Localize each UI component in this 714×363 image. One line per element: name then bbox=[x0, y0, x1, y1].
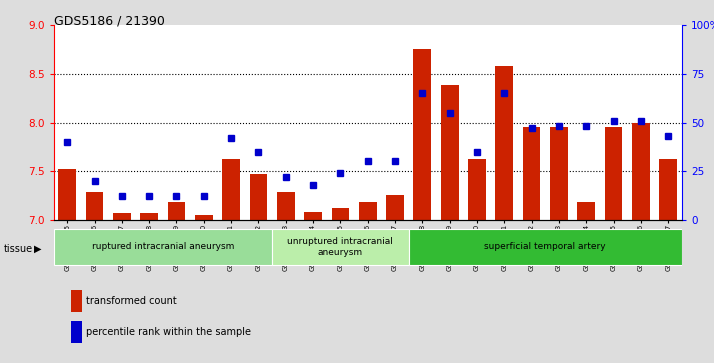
Bar bbox=[523, 127, 540, 220]
Bar bbox=[195, 215, 213, 220]
Bar bbox=[550, 127, 568, 220]
Bar bbox=[468, 159, 486, 220]
Text: unruptured intracranial
aneurysm: unruptured intracranial aneurysm bbox=[288, 237, 393, 257]
Bar bbox=[59, 169, 76, 220]
Bar bbox=[250, 174, 267, 220]
Bar bbox=[222, 159, 240, 220]
Bar bbox=[496, 66, 513, 220]
Bar bbox=[113, 213, 131, 220]
Text: superficial temporal artery: superficial temporal artery bbox=[485, 242, 606, 251]
Bar bbox=[277, 192, 295, 220]
Bar bbox=[605, 127, 623, 220]
Bar bbox=[86, 192, 104, 220]
Text: percentile rank within the sample: percentile rank within the sample bbox=[86, 327, 251, 337]
Bar bbox=[359, 202, 376, 220]
Bar bbox=[408, 229, 682, 265]
Bar bbox=[632, 122, 650, 220]
Bar bbox=[140, 213, 158, 220]
Bar bbox=[168, 202, 186, 220]
Bar bbox=[386, 195, 404, 220]
Bar bbox=[413, 49, 431, 220]
Bar bbox=[54, 229, 272, 265]
Bar bbox=[441, 85, 458, 220]
Text: ▶: ▶ bbox=[34, 244, 42, 254]
Text: transformed count: transformed count bbox=[86, 296, 176, 306]
Bar bbox=[578, 202, 595, 220]
Bar bbox=[272, 229, 408, 265]
Text: GDS5186 / 21390: GDS5186 / 21390 bbox=[54, 15, 164, 28]
Bar bbox=[331, 208, 349, 220]
Text: ruptured intracranial aneurysm: ruptured intracranial aneurysm bbox=[91, 242, 234, 251]
Text: tissue: tissue bbox=[4, 244, 33, 254]
Bar bbox=[659, 159, 677, 220]
Bar bbox=[304, 212, 322, 220]
